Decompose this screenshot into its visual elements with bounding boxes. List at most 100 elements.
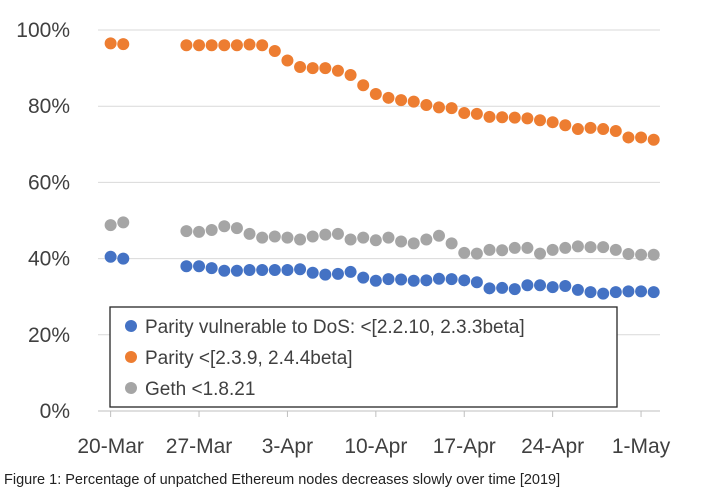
- data-point: [268, 264, 281, 277]
- data-point: [294, 60, 307, 73]
- y-tick-label: 100%: [16, 19, 70, 42]
- data-point: [521, 279, 534, 292]
- data-point: [407, 274, 420, 287]
- data-point: [597, 241, 610, 254]
- data-point: [483, 110, 496, 123]
- data-point: [521, 112, 534, 125]
- data-point: [256, 264, 269, 277]
- data-point: [546, 281, 559, 294]
- data-point: [496, 111, 509, 124]
- legend-entry: Parity vulnerable to DoS: <[2.2.10, 2.3.…: [145, 317, 525, 338]
- data-point: [584, 241, 597, 254]
- data-point: [218, 39, 231, 52]
- data-point: [193, 225, 206, 238]
- data-point: [622, 131, 635, 144]
- data-point: [319, 62, 332, 75]
- legend-marker: [125, 351, 137, 363]
- data-point: [382, 273, 395, 286]
- x-tick-labels: 20-Mar 27-Mar 3-Apr 10-Apr 17-Apr 24-Apr 1-May: [77, 435, 670, 458]
- data-point: [331, 227, 344, 240]
- data-point: [319, 228, 332, 241]
- x-tick-label: 1-May: [612, 435, 671, 458]
- series-1: [104, 37, 660, 146]
- data-point: [470, 247, 483, 260]
- data-point: [609, 286, 622, 299]
- data-point: [470, 107, 483, 120]
- series-2: [104, 216, 660, 261]
- data-point: [534, 279, 547, 292]
- data-point: [281, 54, 294, 67]
- data-point: [407, 237, 420, 250]
- data-point: [571, 283, 584, 296]
- data-point: [597, 123, 610, 136]
- data-point: [344, 233, 357, 246]
- data-point: [571, 240, 584, 253]
- data-point: [193, 39, 206, 52]
- data-point: [281, 264, 294, 277]
- data-point: [635, 285, 648, 298]
- data-point: [584, 121, 597, 134]
- data-point: [230, 264, 243, 277]
- x-tick-label: 27-Mar: [166, 435, 233, 458]
- data-point: [508, 241, 521, 254]
- legend-marker: [125, 382, 137, 394]
- data-point: [420, 233, 433, 246]
- data-point: [344, 265, 357, 278]
- y-tick-labels: 0% 20% 40% 60% 80% 100%: [16, 19, 70, 423]
- data-point: [407, 95, 420, 108]
- data-point: [597, 287, 610, 300]
- data-point: [104, 37, 117, 50]
- data-point: [230, 222, 243, 235]
- data-point: [357, 271, 370, 284]
- data-point: [117, 252, 130, 265]
- data-point: [218, 220, 231, 233]
- data-point: [458, 274, 471, 287]
- data-point: [496, 244, 509, 257]
- data-point: [420, 274, 433, 287]
- data-point: [546, 243, 559, 256]
- y-tick-label: 80%: [28, 95, 70, 118]
- data-point: [180, 225, 193, 238]
- data-point: [432, 272, 445, 285]
- y-tick-label: 40%: [28, 248, 70, 271]
- data-point: [117, 38, 130, 51]
- data-point: [243, 264, 256, 277]
- data-point: [546, 116, 559, 129]
- data-point: [609, 124, 622, 137]
- data-point: [268, 230, 281, 243]
- data-point: [458, 107, 471, 120]
- data-point: [281, 231, 294, 244]
- data-point: [306, 266, 319, 279]
- data-point: [571, 123, 584, 136]
- data-point: [294, 233, 307, 246]
- data-point: [256, 231, 269, 244]
- data-point: [483, 282, 496, 295]
- y-tick-label: 20%: [28, 324, 70, 347]
- x-tick-label: 17-Apr: [433, 435, 496, 458]
- legend-entry: Parity <[2.3.9, 2.4.4beta]: [145, 348, 353, 369]
- data-point: [521, 241, 534, 254]
- data-point: [635, 248, 648, 261]
- series-0: [104, 250, 660, 300]
- data-point: [395, 273, 408, 286]
- figure-caption: Figure 1: Percentage of unpatched Ethere…: [4, 472, 561, 488]
- legend-marker: [125, 320, 137, 332]
- data-point: [331, 64, 344, 77]
- data-point: [243, 38, 256, 51]
- data-point: [331, 267, 344, 280]
- data-point: [382, 91, 395, 104]
- scatter-chart: 0% 20% 40% 60% 80% 100% 20-Mar 27-Mar 3-Apr 10-A…: [16, 19, 670, 458]
- y-tick-label: 60%: [28, 171, 70, 194]
- x-axis: [98, 410, 660, 417]
- data-point: [180, 260, 193, 273]
- data-point: [369, 88, 382, 101]
- data-point: [559, 119, 572, 132]
- data-point: [117, 216, 130, 229]
- legend: Parity vulnerable to DoS: <[2.2.10, 2.3.…: [109, 306, 618, 408]
- data-point: [294, 263, 307, 276]
- data-point: [508, 111, 521, 124]
- data-point: [559, 280, 572, 293]
- data-point: [104, 250, 117, 263]
- x-tick-label: 10-Apr: [344, 435, 407, 458]
